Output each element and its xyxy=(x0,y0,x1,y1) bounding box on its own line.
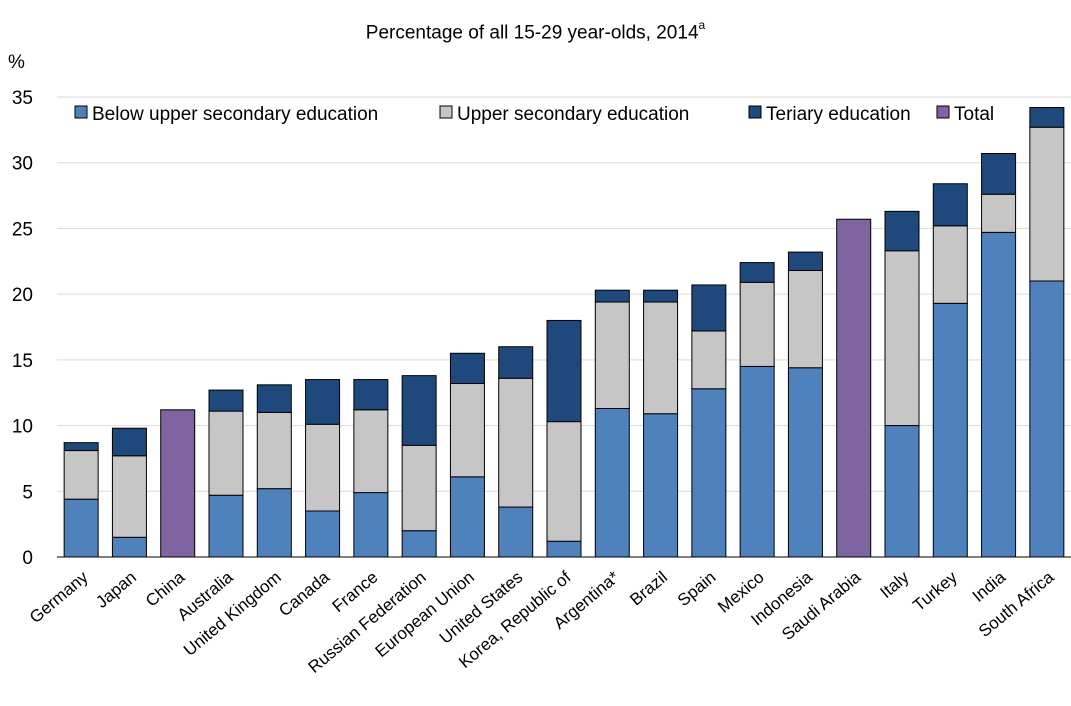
bar-segment xyxy=(981,231,1017,558)
bar-segment xyxy=(498,506,534,558)
bar-segment xyxy=(498,346,534,379)
x-tick-label: Brazil xyxy=(626,568,671,610)
bar-segment xyxy=(739,281,775,367)
bar-segment xyxy=(208,494,244,558)
bar-segment xyxy=(787,251,823,271)
bar-segment xyxy=(691,284,727,332)
bar-segment xyxy=(449,383,485,478)
chart-title: Percentage of all 15-29 year-olds, 2014a xyxy=(0,18,1071,44)
bar-segment xyxy=(787,269,823,369)
bar-segment xyxy=(401,530,437,558)
bar-segment xyxy=(594,407,630,558)
bar-segment xyxy=(884,250,920,427)
bar-segment xyxy=(691,388,727,558)
x-tick-label: India xyxy=(969,567,1010,606)
bar-segment xyxy=(932,183,968,227)
bar-segment xyxy=(256,384,292,413)
bar-segment xyxy=(739,262,775,283)
y-axis-label: % xyxy=(8,52,25,73)
y-tick-label: 0 xyxy=(22,548,33,569)
bar-segment xyxy=(111,427,147,457)
bar-segment xyxy=(160,409,196,558)
bar-segment xyxy=(1029,126,1065,282)
bar-segment xyxy=(932,225,968,304)
bar-segment xyxy=(63,450,99,500)
bar-segment xyxy=(643,301,679,415)
y-tick-label: 30 xyxy=(12,154,33,175)
y-tick-label: 20 xyxy=(12,285,33,306)
x-tick-label: Canada xyxy=(275,567,333,620)
bar-segment xyxy=(449,352,485,385)
bar-segment xyxy=(691,330,727,390)
bar-segment xyxy=(546,319,582,423)
legend-swatch xyxy=(936,105,950,119)
legend-label: Total xyxy=(954,104,994,125)
y-tick-label: 15 xyxy=(12,351,33,372)
bar-segment xyxy=(111,536,147,558)
bar-segment xyxy=(208,389,244,412)
bar-segment xyxy=(401,444,437,532)
chart-title-superscript: a xyxy=(698,18,706,32)
x-tick-label: Spain xyxy=(674,568,720,611)
legend-label: Teriary education xyxy=(766,104,911,125)
bar-segment xyxy=(1029,280,1065,558)
bar-segment xyxy=(305,510,341,558)
bar-segment xyxy=(353,492,389,558)
bar-segment xyxy=(305,423,341,512)
bar-segment xyxy=(449,476,485,558)
bar-segment xyxy=(981,153,1017,195)
legend-swatch xyxy=(74,105,88,119)
bar-segment xyxy=(884,425,920,558)
legend-label: Upper secondary education xyxy=(457,104,689,125)
bar-segment xyxy=(787,367,823,558)
bar-segment xyxy=(546,421,582,542)
bar-segment xyxy=(546,540,582,558)
y-tick-label: 10 xyxy=(12,417,33,438)
y-tick-label: 25 xyxy=(12,219,33,240)
bar-segment xyxy=(498,377,534,508)
legend-label: Below upper secondary education xyxy=(92,104,378,125)
bar-segment xyxy=(643,413,679,558)
y-tick-label: 35 xyxy=(12,88,33,109)
bar-segment xyxy=(63,442,99,452)
bar-segment xyxy=(981,193,1017,233)
bar-segment xyxy=(594,289,630,303)
bar-segment xyxy=(256,411,292,490)
legend-swatch xyxy=(748,105,762,119)
bar-segment xyxy=(256,488,292,558)
legend-swatch xyxy=(439,105,453,119)
bar-segment xyxy=(401,375,437,446)
bar-segment xyxy=(1029,107,1065,128)
bar-segment xyxy=(353,379,389,411)
x-tick-label: Germany xyxy=(26,567,92,627)
bar-segment xyxy=(739,365,775,558)
bar-segment xyxy=(932,302,968,558)
bar-segment xyxy=(594,301,630,409)
x-tick-label: Turkey xyxy=(909,567,961,615)
x-tick-label: Italy xyxy=(876,567,912,602)
bar-segment xyxy=(836,218,872,558)
y-tick-label: 5 xyxy=(22,482,33,503)
bar-segment xyxy=(208,410,244,496)
chart-title-text: Percentage of all 15-29 year-olds, 2014 xyxy=(365,22,699,44)
bar-segment xyxy=(305,379,341,425)
bar-segment xyxy=(63,498,99,558)
bar-segment xyxy=(111,455,147,538)
x-tick-label: Japan xyxy=(92,568,140,612)
bar-segment xyxy=(643,289,679,303)
bar-segment xyxy=(353,409,389,494)
bar-segment xyxy=(884,210,920,252)
